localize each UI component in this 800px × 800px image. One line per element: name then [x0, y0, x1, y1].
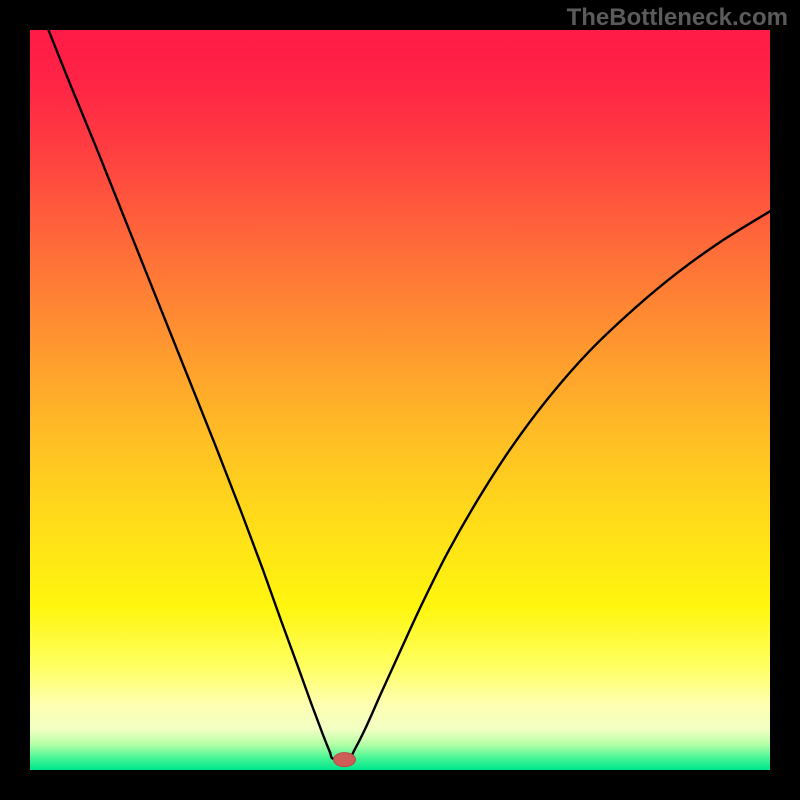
chart-curve-layer [30, 30, 770, 770]
watermark-text: TheBottleneck.com [567, 4, 788, 32]
chart-container: { "watermark": { "text": "TheBottleneck.… [0, 0, 800, 800]
chart-plot-area [30, 30, 770, 770]
optimal-point-marker [334, 753, 356, 767]
bottleneck-curve [49, 30, 771, 760]
